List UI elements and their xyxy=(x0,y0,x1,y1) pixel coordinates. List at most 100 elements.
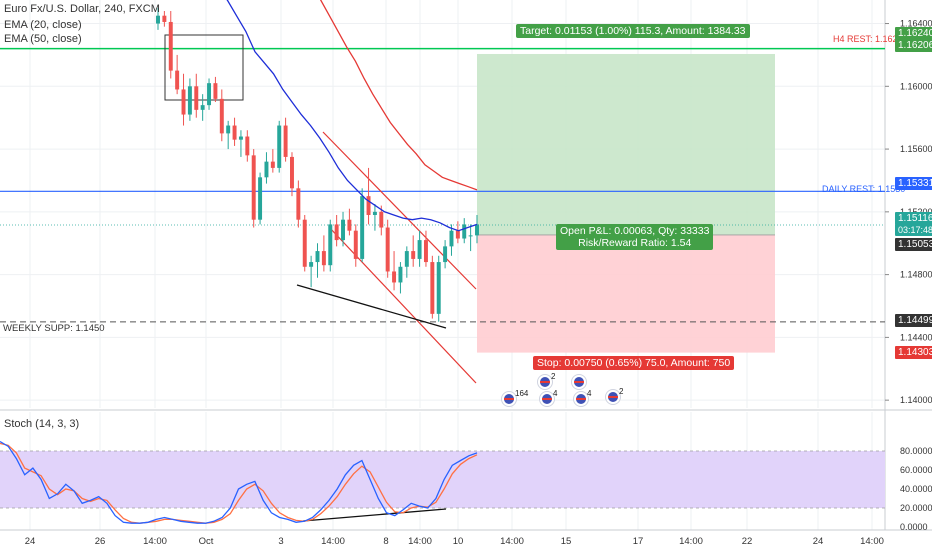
candle-body xyxy=(175,70,180,90)
ema50-line xyxy=(319,0,478,191)
time-tick-label: 14:00 xyxy=(143,536,167,547)
entry-price-tag: 1.15053 xyxy=(895,238,932,251)
candle-body xyxy=(162,15,167,22)
stoch-legend[interactable]: Stoch (14, 3, 3) xyxy=(4,418,80,430)
candle-body xyxy=(315,251,320,263)
stoch-tick-label: 40.0000 xyxy=(900,484,932,494)
candle-body xyxy=(341,219,345,241)
weekly-supp-price-tag: 1.14499 xyxy=(895,314,932,327)
ema20-legend[interactable]: EMA (20, close) xyxy=(4,19,82,31)
time-tick-label: 14:00 xyxy=(500,536,524,547)
candle-body xyxy=(187,86,192,115)
candle-body xyxy=(258,177,263,220)
candle-body xyxy=(334,224,339,241)
candle-body xyxy=(245,136,250,156)
event-count: 2 xyxy=(551,372,556,381)
time-tick-label: Oct xyxy=(199,536,214,547)
event-flag-stripe xyxy=(542,398,552,400)
weekly-supp-label: WEEKLY SUPP: 1.1450 xyxy=(3,323,105,334)
candle-body xyxy=(302,219,307,267)
candle-body xyxy=(194,86,199,110)
event-flag-stripe xyxy=(504,398,514,400)
event-flag-stripe xyxy=(574,381,584,383)
event-markers[interactable]: 164 2 4 4 2 xyxy=(501,372,625,407)
candle-body xyxy=(277,125,282,168)
stoch-trend-line[interactable] xyxy=(302,508,447,522)
chart-title: Euro Fx/U.S. Dollar, 240, FXCM xyxy=(4,3,160,15)
candle-body xyxy=(455,230,460,239)
candle-body xyxy=(219,98,224,134)
grid-lines xyxy=(0,0,932,531)
candle-body xyxy=(372,211,377,215)
candle-body xyxy=(436,262,441,314)
stop-label: Stop: 0.00750 (0.65%) 75.0, Amount: 750 xyxy=(533,356,735,370)
time-axis[interactable]: 24 26 14:00 Oct 3 14:00 8 14:00 10 14:00 15 17 14:00… xyxy=(25,536,884,547)
time-tick-label: 15 xyxy=(561,536,572,547)
candle-body xyxy=(309,262,314,267)
price-tick-label: 1.16000 xyxy=(900,81,932,91)
daily-rest-label: DAILY REST: 1.1530 xyxy=(822,184,906,194)
stop-price-tag: 1.14303 xyxy=(895,346,932,359)
event-count: 4 xyxy=(587,389,592,398)
event-count: 2 xyxy=(619,387,624,396)
candle-body xyxy=(404,251,409,267)
time-tick-label: 10 xyxy=(453,536,464,547)
candle-body xyxy=(181,89,186,115)
ema50-legend[interactable]: EMA (50, close) xyxy=(4,33,82,45)
ema20-line xyxy=(226,0,478,232)
candle-body xyxy=(353,230,358,259)
stoch-d-line xyxy=(0,442,478,524)
time-tick-label: 8 xyxy=(383,536,388,547)
candle-body xyxy=(423,240,428,263)
target-zone[interactable] xyxy=(477,53,775,235)
candle-body xyxy=(360,196,365,259)
time-tick-label: 14:00 xyxy=(860,536,884,547)
candle-body xyxy=(296,188,301,220)
time-tick-label: 14:00 xyxy=(408,536,432,547)
stop-zone[interactable] xyxy=(477,234,775,353)
horizontal-levels xyxy=(0,47,885,323)
pnl-box: Open P&L: 0.00063, Qty: 33333 Risk/Rewar… xyxy=(556,224,714,250)
stochastic-pane xyxy=(0,440,885,524)
channel-upper-line[interactable] xyxy=(322,131,477,290)
candle-body xyxy=(475,224,479,236)
candle-body xyxy=(417,240,422,259)
countdown-tag: 03:17:48 xyxy=(895,224,932,236)
event-count: 164 xyxy=(515,389,529,398)
price-tick-label: 1.15200 xyxy=(900,207,932,217)
trend-drawings xyxy=(164,34,477,522)
stoch-tick-label: 20.0000 xyxy=(900,503,932,513)
time-tick-label: 17 xyxy=(633,536,644,547)
time-tick-label: 14:00 xyxy=(679,536,703,547)
target-price-tag: 1.16206 xyxy=(895,39,932,52)
candle-body xyxy=(449,230,454,247)
time-tick-label: 22 xyxy=(742,536,753,547)
channel-lower-line[interactable] xyxy=(328,226,477,384)
consolidation-box[interactable] xyxy=(164,34,244,101)
candle-body xyxy=(251,155,256,220)
candle-body xyxy=(283,125,288,157)
price-trend-line[interactable] xyxy=(296,284,447,329)
candle-body xyxy=(443,246,448,263)
pnl-label: Open P&L: 0.00063, Qty: 33333 xyxy=(560,225,710,237)
price-axis[interactable]: 1.16400 1.16000 1.15600 1.15200 1.14800 1.144… xyxy=(885,19,932,532)
target-label: Target: 0.01153 (1.00%) 115.3, Amount: 1… xyxy=(516,24,750,38)
candle-body xyxy=(238,136,243,140)
stoch-tick-label: 0.0000 xyxy=(900,522,928,532)
ema-lines xyxy=(226,0,478,232)
candle-body xyxy=(207,83,212,106)
candle-body xyxy=(392,271,397,283)
price-tick-label: 1.15600 xyxy=(900,144,932,154)
stoch-k-line xyxy=(0,440,478,524)
time-tick-label: 14:00 xyxy=(321,536,345,547)
candle-body xyxy=(468,235,473,237)
current-price-tag: 1.15116 xyxy=(895,212,932,225)
candle-body xyxy=(200,105,205,110)
stoch-tick-label: 60.0000 xyxy=(900,465,932,475)
event-flag-stripe xyxy=(576,398,586,400)
stoch-band xyxy=(0,451,885,508)
event-flag-stripe xyxy=(540,381,550,383)
candle-body xyxy=(430,262,435,314)
candle-body xyxy=(213,83,218,99)
